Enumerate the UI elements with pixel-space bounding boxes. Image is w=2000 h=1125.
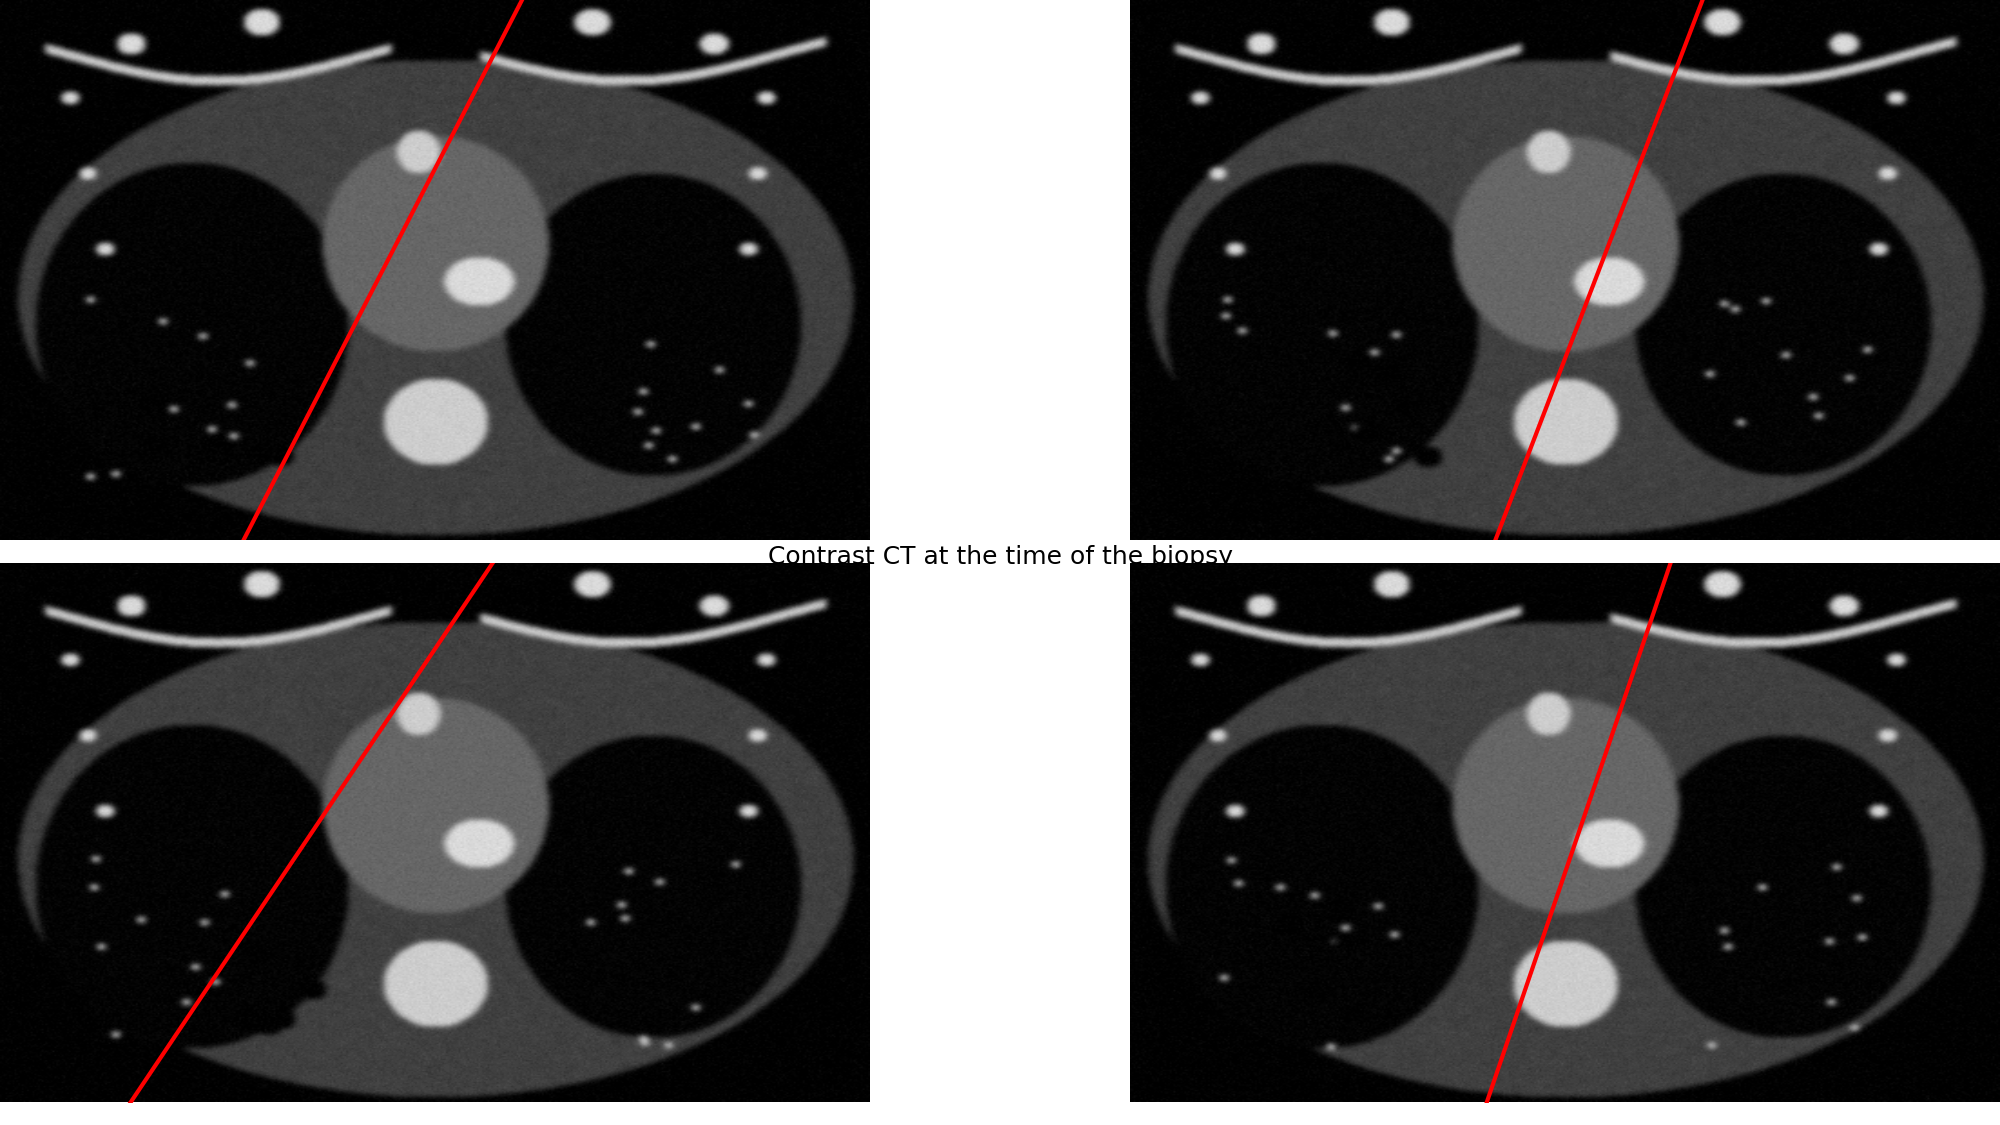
Text: Contrast CT at the time of the biopsy: Contrast CT at the time of the biopsy: [768, 544, 1232, 569]
